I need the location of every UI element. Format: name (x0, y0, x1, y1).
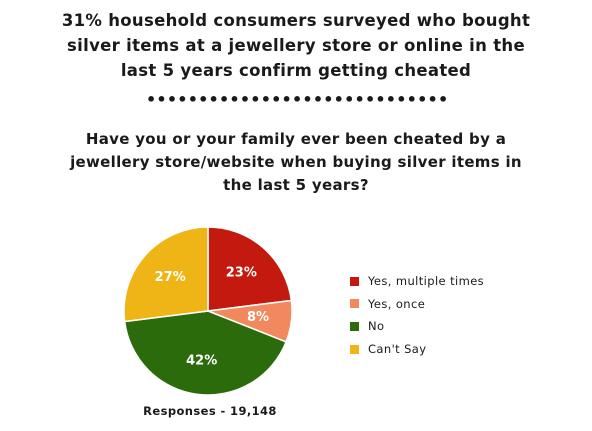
headline-line: silver items at a jewellery store or onl… (67, 36, 525, 55)
responses-count: Responses - 19,148 (143, 404, 277, 418)
legend-swatch (350, 299, 359, 309)
headline-line: last 5 years confirm getting cheated (120, 61, 472, 80)
pie-slice (123, 310, 288, 396)
headline-line: 31% household consumers surveyed who bou… (61, 11, 531, 30)
slice-label: 42% (186, 354, 217, 369)
legend-item: Yes, multiple times (350, 270, 484, 293)
legend-label: No (368, 319, 385, 334)
legend-label: Yes, once (368, 296, 426, 311)
dotted-divider: ••••••••••••••••••••••••••••••• (146, 96, 446, 104)
legend-item: Can't Say (350, 338, 484, 361)
slice-label: 23% (226, 266, 257, 281)
pie-slice (207, 226, 293, 312)
question-line: Have you or your family ever been cheate… (85, 130, 507, 148)
chart-legend: Yes, multiple times Yes, once No Can't S… (350, 270, 484, 360)
legend-label: Yes, multiple times (368, 274, 485, 289)
pie-slice (123, 226, 209, 323)
legend-swatch (350, 321, 359, 331)
slice-label: 27% (155, 270, 186, 285)
pie-chart: 23% 8% 42% 27% (123, 226, 293, 396)
legend-item: Yes, once (350, 293, 484, 316)
legend-label: Can't Say (368, 342, 427, 357)
question-line: jewellery store/website when buying silv… (70, 153, 522, 171)
legend-item: No (350, 315, 484, 338)
headline: 31% household consumers surveyed who bou… (20, 8, 572, 83)
slice-label: 8% (247, 310, 269, 325)
legend-swatch (350, 276, 359, 286)
survey-question: Have you or your family ever been cheate… (20, 128, 572, 197)
legend-swatch (350, 344, 359, 354)
question-line: the last 5 years? (223, 176, 369, 194)
